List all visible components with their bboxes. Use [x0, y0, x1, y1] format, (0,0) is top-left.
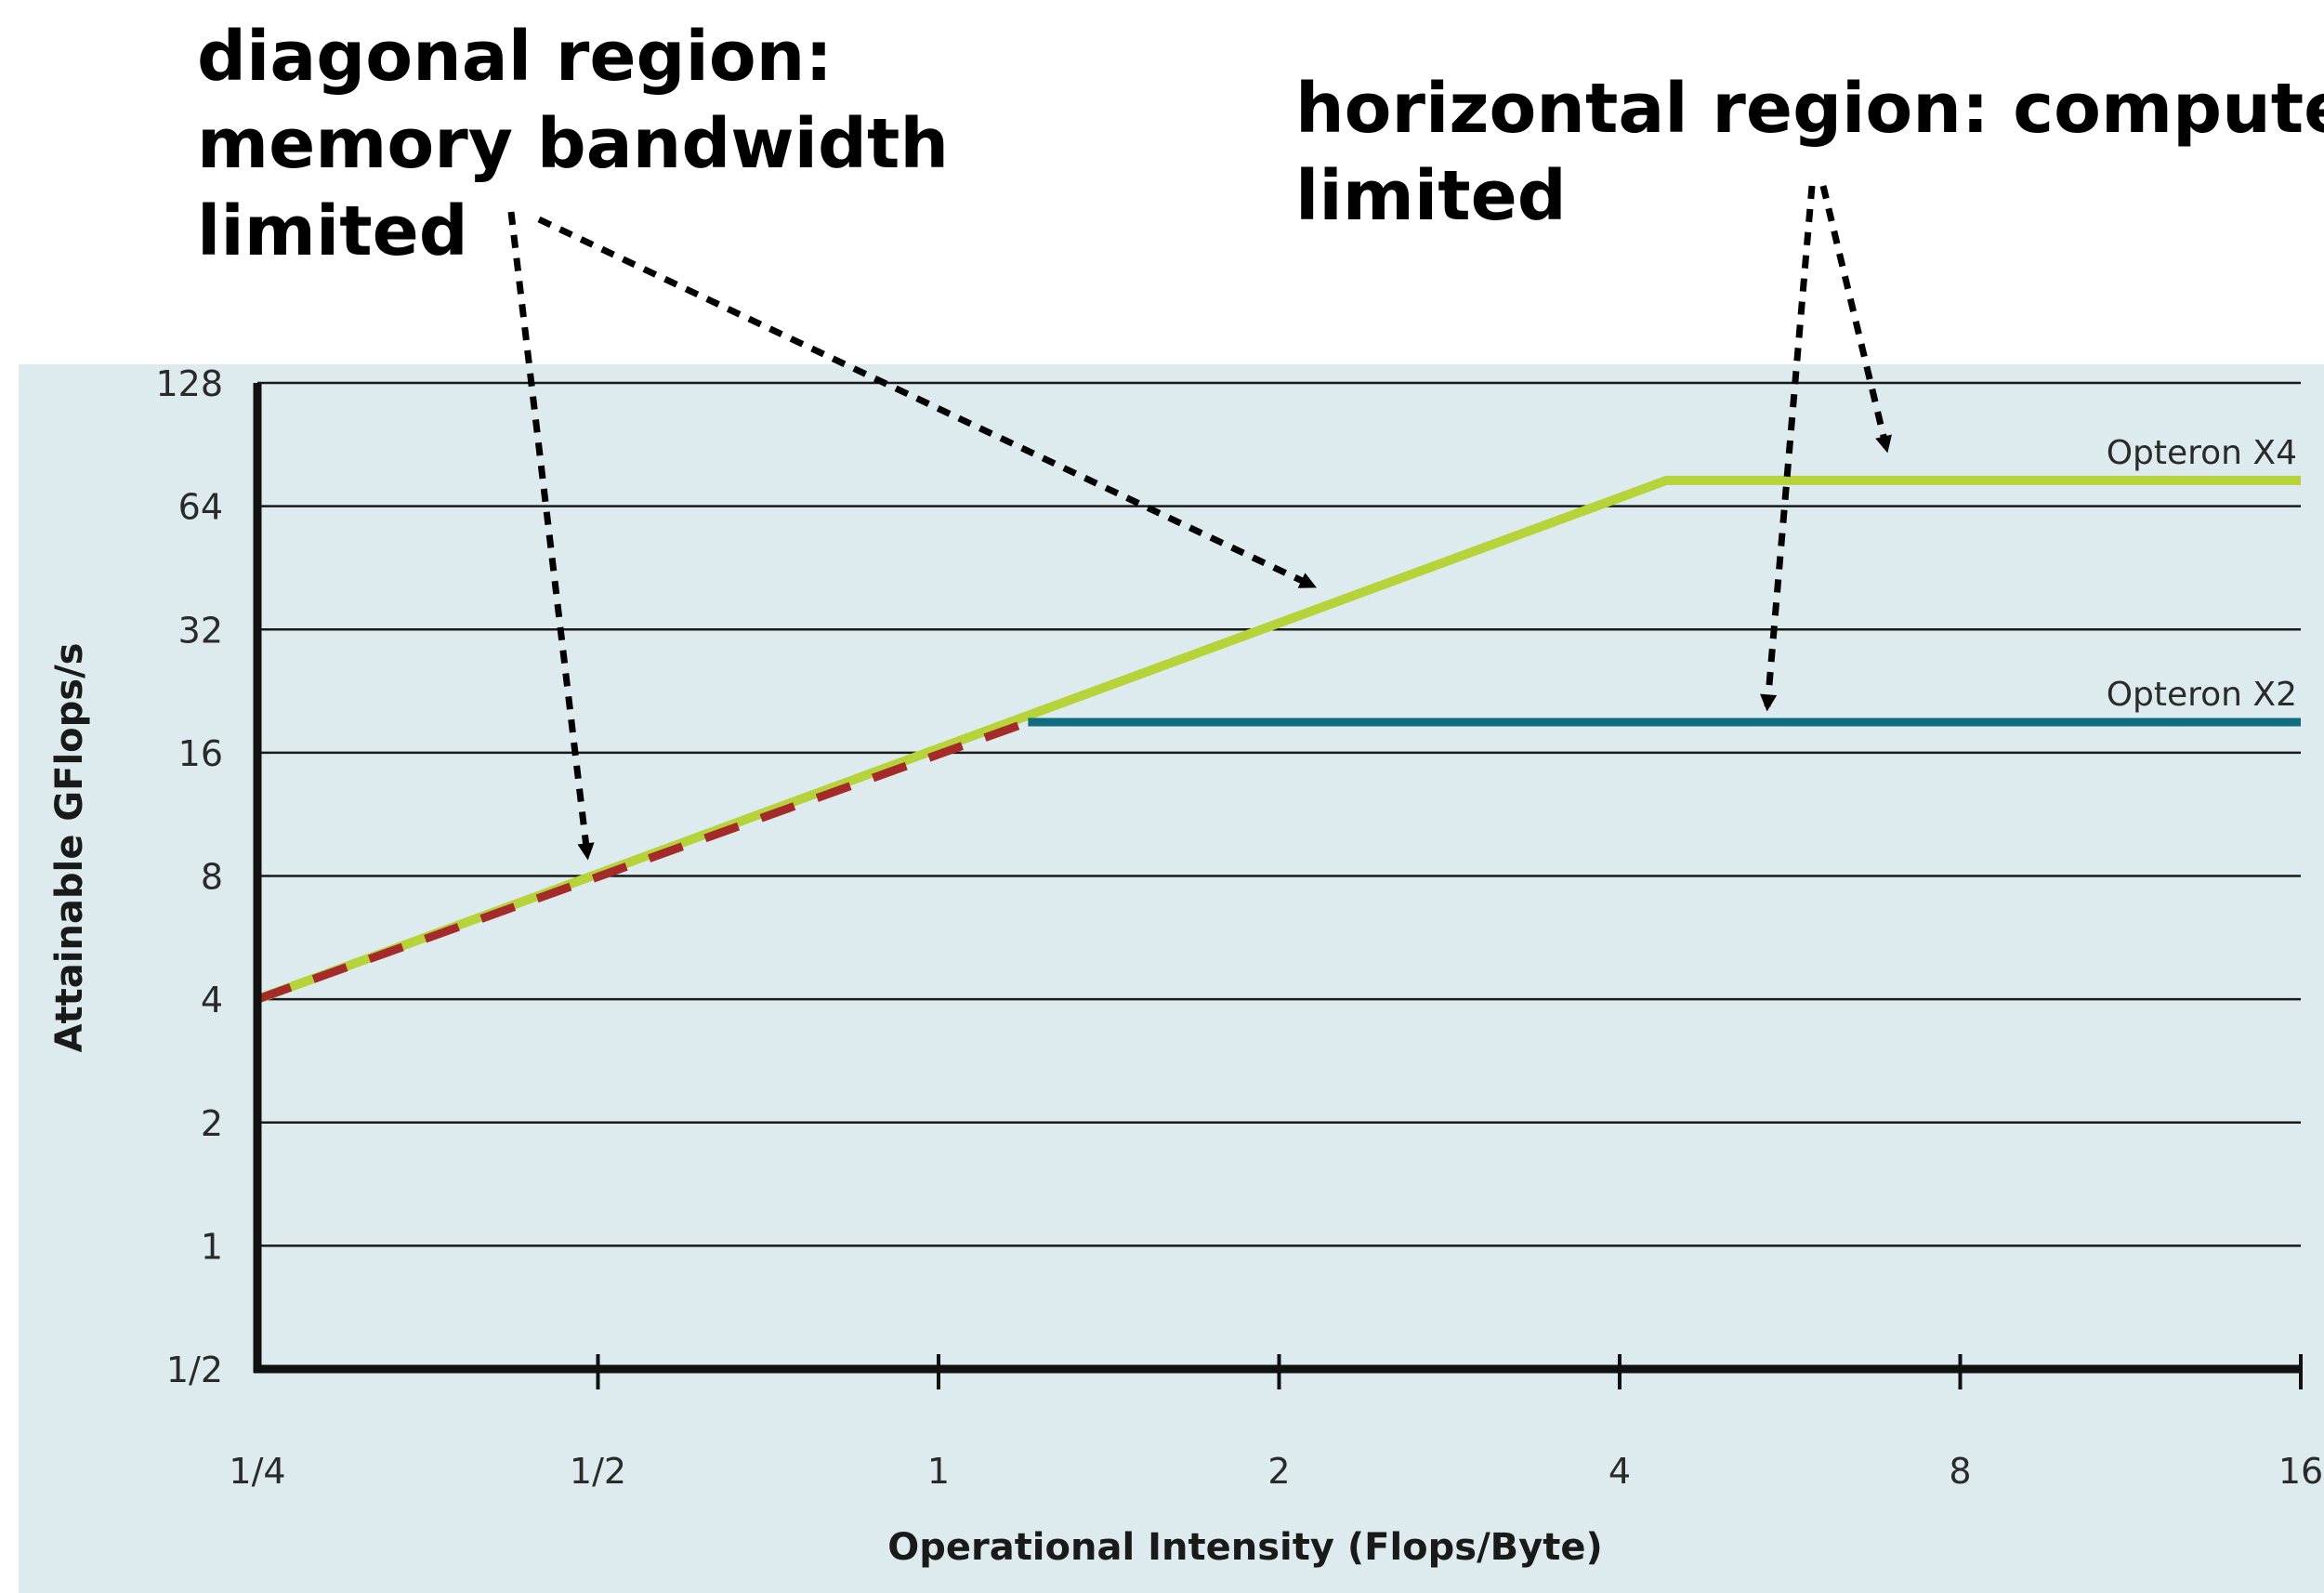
- y-tick-label: 64: [178, 487, 223, 528]
- annotation-arrow: [507, 211, 595, 861]
- annotation-horizontal-region: horizontal region: compute limited: [1295, 65, 2324, 240]
- y-tick-label: 128: [155, 363, 223, 404]
- tick-labels: 1/2 1 2 4 8 16 32 64 128 1/4 1/2 1 2 4 8 16: [155, 363, 2323, 1492]
- y-tick-label: 2: [201, 1103, 223, 1144]
- series-label-opteron-x2: Opteron X2: [2107, 676, 2297, 714]
- annotation-arrow: [537, 216, 1318, 589]
- series-label-opteron-x4: Opteron X4: [2107, 434, 2297, 472]
- y-tick-label: 4: [201, 980, 223, 1020]
- y-tick-label: 8: [201, 857, 223, 898]
- x-tick-label: 4: [1608, 1451, 1631, 1492]
- series-labels: Opteron X4 Opteron X2: [2107, 434, 2297, 714]
- x-axis-label: Operational Intensity (Flops/Byte): [887, 1526, 1603, 1569]
- x-tick-label: 1/2: [570, 1451, 626, 1492]
- y-tick-label: 1: [201, 1226, 223, 1267]
- annotation-diagonal-line-2: memory bandwidth: [197, 104, 950, 184]
- plot-background: [19, 364, 2324, 1593]
- annotation-diagonal-line-1: diagonal region:: [197, 17, 833, 97]
- axes: [253, 383, 2303, 1389]
- x-tick-label: 1: [927, 1451, 950, 1492]
- x-tick-label: 2: [1267, 1451, 1290, 1492]
- annotation-arrows: [507, 185, 1892, 861]
- y-tick-label: 32: [178, 610, 223, 651]
- y-tick-label: 16: [178, 733, 223, 774]
- annotation-horizontal-line-1: horizontal region: compute: [1295, 69, 2324, 149]
- y-tick-label: 1/2: [166, 1349, 223, 1390]
- annotation-diagonal-region: diagonal region: memory bandwidth limite…: [197, 13, 949, 275]
- series-line-opteron-x2-diagonal: [256, 718, 1030, 1004]
- x-tick-label: 1/4: [229, 1451, 285, 1492]
- y-axis-label: Attainable GFlops/s: [48, 643, 91, 1053]
- annotation-arrow: [1760, 185, 1816, 712]
- x-tick-label: 16: [2278, 1451, 2323, 1492]
- annotation-horizontal-line-2: limited: [1295, 156, 1567, 236]
- x-tick-label: 8: [1949, 1451, 1971, 1492]
- annotation-diagonal-line-3: limited: [197, 191, 468, 271]
- series-lines: [256, 475, 2301, 1004]
